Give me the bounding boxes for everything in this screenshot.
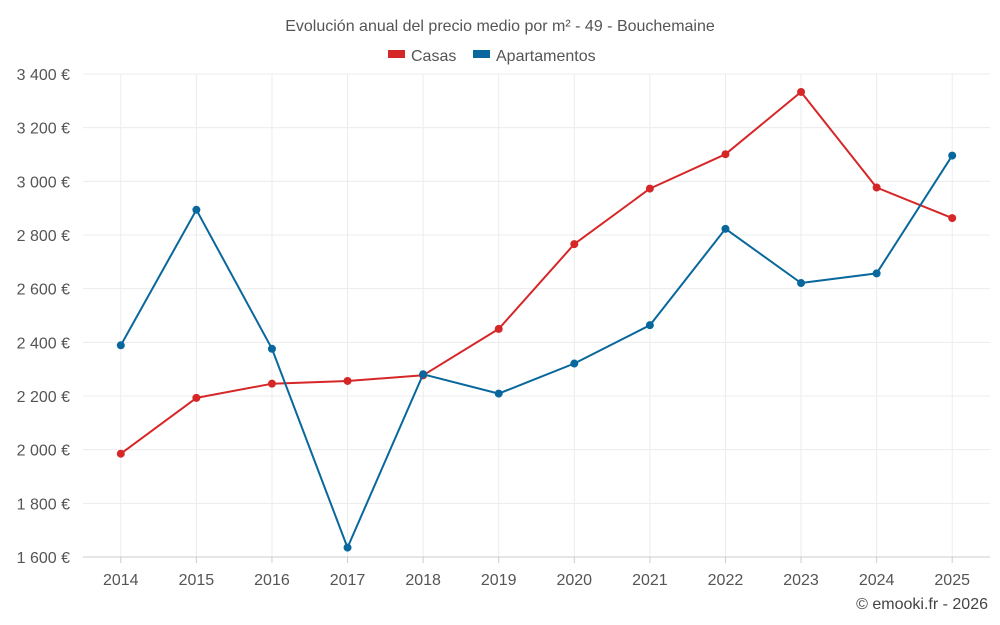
data-point-apartamentos-2021[interactable] <box>645 321 654 330</box>
data-point-apartamentos-2015[interactable] <box>192 205 201 214</box>
x-tick-label: 2024 <box>859 572 895 589</box>
x-tick-label: 2025 <box>934 572 970 589</box>
x-tick-label: 2018 <box>405 572 441 589</box>
series-line-casas <box>120 91 953 455</box>
series-line-apartamentos <box>119 155 954 549</box>
data-point-apartamentos-2014[interactable] <box>116 341 125 350</box>
legend-label-casas: Casas <box>411 48 456 65</box>
data-point-apartamentos-2020[interactable] <box>570 359 579 368</box>
y-tick-label: 2 600 € <box>17 282 70 299</box>
data-point-apartamentos-2019[interactable] <box>494 389 503 398</box>
data-point-casas-2014[interactable] <box>116 449 125 458</box>
series-apartamentos <box>116 151 957 552</box>
data-point-apartamentos-2024[interactable] <box>872 269 881 278</box>
data-point-apartamentos-2023[interactable] <box>797 279 806 288</box>
legend: Casas Apartamentos <box>388 48 596 65</box>
y-tick-label: 2 200 € <box>17 389 70 406</box>
x-tick-label: 2017 <box>330 572 366 589</box>
legend-swatch-casas <box>388 50 405 58</box>
y-axis: 1 600 € 1 800 € 2 000 € 2 200 € 2 400 € 2 600… <box>17 67 70 567</box>
data-point-apartamentos-2025[interactable] <box>948 151 957 160</box>
y-tick-label: 1 600 € <box>17 550 70 567</box>
series-layer <box>116 87 957 552</box>
data-point-casas-2024[interactable] <box>872 183 881 192</box>
grid <box>83 73 990 557</box>
chart-title: Evolución anual del precio medio por m² … <box>285 18 715 35</box>
data-point-casas-2025[interactable] <box>948 214 957 223</box>
y-tick-label: 3 000 € <box>17 174 70 191</box>
x-axis: 2014 2015 2016 2017 2018 2019 2020 2021 2022 2023… <box>83 556 990 589</box>
credit-text: © emooki.fr - 2026 <box>856 596 988 613</box>
x-tick-label: 2019 <box>481 572 517 589</box>
data-point-casas-2019[interactable] <box>494 324 503 333</box>
x-tick-label: 2023 <box>783 572 819 589</box>
x-tick-label: 2016 <box>254 572 290 589</box>
y-tick-label: 3 200 € <box>17 121 70 138</box>
series-casas <box>116 87 957 458</box>
data-point-casas-2021[interactable] <box>645 184 654 193</box>
data-point-casas-2022[interactable] <box>721 150 730 159</box>
x-tick-label: 2022 <box>708 572 744 589</box>
data-point-casas-2020[interactable] <box>570 240 579 249</box>
data-point-apartamentos-2022[interactable] <box>721 224 730 233</box>
data-point-apartamentos-2016[interactable] <box>267 344 276 353</box>
y-tick-label: 2 000 € <box>17 443 70 460</box>
x-tick-label: 2020 <box>556 572 592 589</box>
data-point-apartamentos-2017[interactable] <box>343 543 352 552</box>
x-tick-label: 2014 <box>103 572 139 589</box>
y-tick-label: 2 400 € <box>17 335 70 352</box>
legend-swatch-apartamentos <box>473 50 490 58</box>
x-tick-label: 2015 <box>179 572 215 589</box>
y-tick-label: 3 400 € <box>17 67 70 84</box>
data-point-casas-2015[interactable] <box>192 393 201 402</box>
y-tick-label: 1 800 € <box>17 496 70 513</box>
legend-item-casas[interactable]: Casas <box>388 48 456 65</box>
legend-label-apartamentos: Apartamentos <box>496 48 596 65</box>
data-point-casas-2023[interactable] <box>797 87 806 96</box>
data-point-casas-2017[interactable] <box>343 376 352 385</box>
data-point-casas-2016[interactable] <box>267 379 276 388</box>
data-point-apartamentos-2018[interactable] <box>419 370 428 379</box>
legend-item-apartamentos[interactable]: Apartamentos <box>473 48 596 65</box>
x-tick-label: 2021 <box>632 572 668 589</box>
y-tick-label: 2 800 € <box>17 228 70 245</box>
